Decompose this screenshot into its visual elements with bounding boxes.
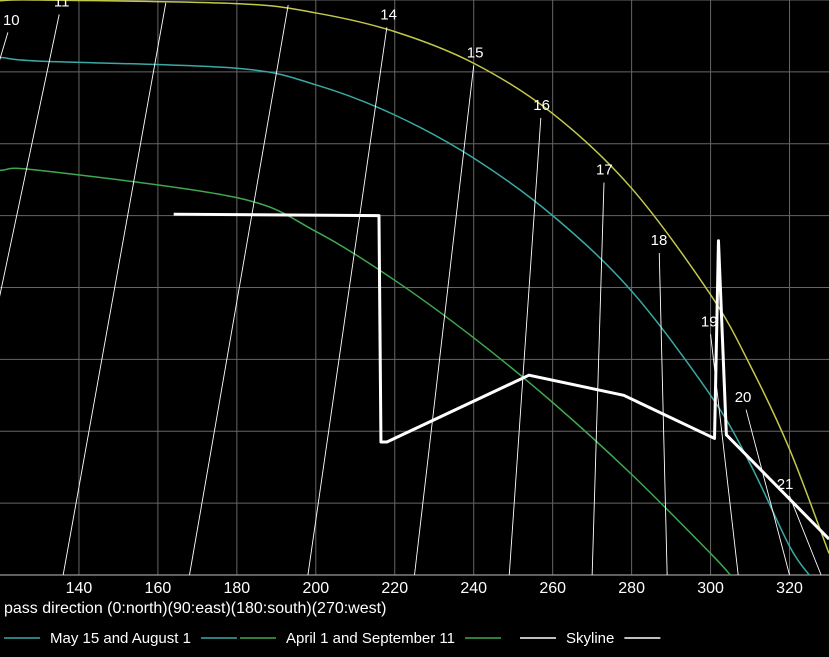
hour-label-17: 17 xyxy=(596,162,613,179)
legend-label: April 1 and September 11 xyxy=(286,630,455,647)
x-tick-280: 280 xyxy=(618,580,645,597)
hour-label-15: 15 xyxy=(467,44,484,61)
x-tick-220: 220 xyxy=(381,580,408,597)
x-axis-title: pass direction (0:north)(90:east)(180:so… xyxy=(4,600,386,617)
x-tick-180: 180 xyxy=(224,580,251,597)
hour-label-20: 20 xyxy=(735,389,752,406)
hour-label-18: 18 xyxy=(651,232,668,249)
hour-label-14: 14 xyxy=(380,6,397,23)
legend-label: Skyline xyxy=(566,630,614,647)
hour-label-11: 11 xyxy=(54,0,70,11)
hour-label-19: 19 xyxy=(701,313,718,330)
x-tick-160: 160 xyxy=(145,580,172,597)
hour-label-13: 13 xyxy=(282,0,299,1)
x-tick-260: 260 xyxy=(539,580,566,597)
hour-label-16: 16 xyxy=(533,97,550,114)
hour-label-10: 10 xyxy=(3,12,20,29)
x-tick-240: 240 xyxy=(460,580,487,597)
x-tick-300: 300 xyxy=(697,580,724,597)
x-tick-140: 140 xyxy=(66,580,93,597)
solar-path-chart: 101112131415161718192021 140160180200220… xyxy=(0,0,829,657)
x-tick-320: 320 xyxy=(776,580,803,597)
x-tick-200: 200 xyxy=(302,580,329,597)
legend-label: May 15 and August 1 xyxy=(50,630,191,647)
